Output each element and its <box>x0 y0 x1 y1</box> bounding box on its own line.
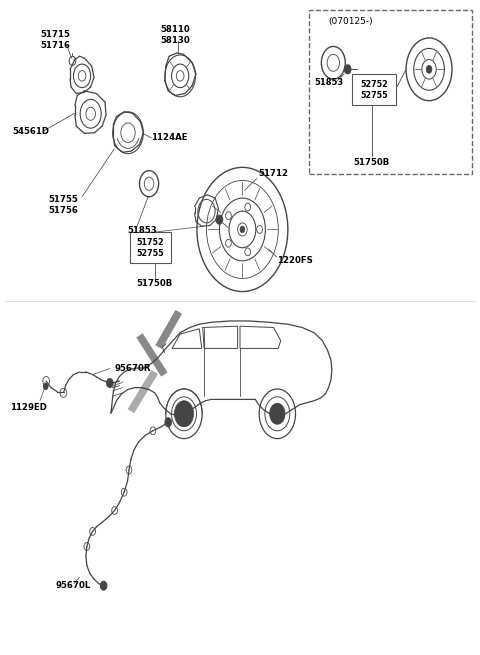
Circle shape <box>270 403 285 424</box>
Text: (070125-): (070125-) <box>328 17 373 26</box>
Circle shape <box>344 65 351 74</box>
Text: 51750B: 51750B <box>137 279 173 288</box>
Text: 51853: 51853 <box>314 78 343 87</box>
Text: 1220FS: 1220FS <box>277 256 313 265</box>
Bar <box>130 232 170 263</box>
Text: 1124AE: 1124AE <box>152 134 188 142</box>
Text: 51752
52755: 51752 52755 <box>136 238 164 258</box>
Text: 1129ED: 1129ED <box>10 403 47 412</box>
Circle shape <box>240 226 245 233</box>
Bar <box>310 10 472 174</box>
Text: 51853: 51853 <box>128 226 157 235</box>
Text: 58110
58130: 58110 58130 <box>160 25 190 45</box>
Circle shape <box>216 215 223 224</box>
Circle shape <box>43 383 48 390</box>
Circle shape <box>174 401 193 427</box>
Text: 51715
51716: 51715 51716 <box>41 30 71 50</box>
Text: 51755
51756: 51755 51756 <box>48 195 78 215</box>
Circle shape <box>176 403 192 424</box>
Bar <box>352 74 396 105</box>
Circle shape <box>107 379 113 388</box>
Text: 54561D: 54561D <box>12 127 49 136</box>
Text: 51712: 51712 <box>258 170 288 178</box>
Text: 95670R: 95670R <box>115 364 151 373</box>
Circle shape <box>426 66 432 73</box>
Text: 95670L: 95670L <box>56 581 91 590</box>
Circle shape <box>165 418 171 427</box>
Text: 51750B: 51750B <box>353 159 390 167</box>
Text: 52752
52755: 52752 52755 <box>360 79 388 100</box>
Circle shape <box>100 581 107 590</box>
